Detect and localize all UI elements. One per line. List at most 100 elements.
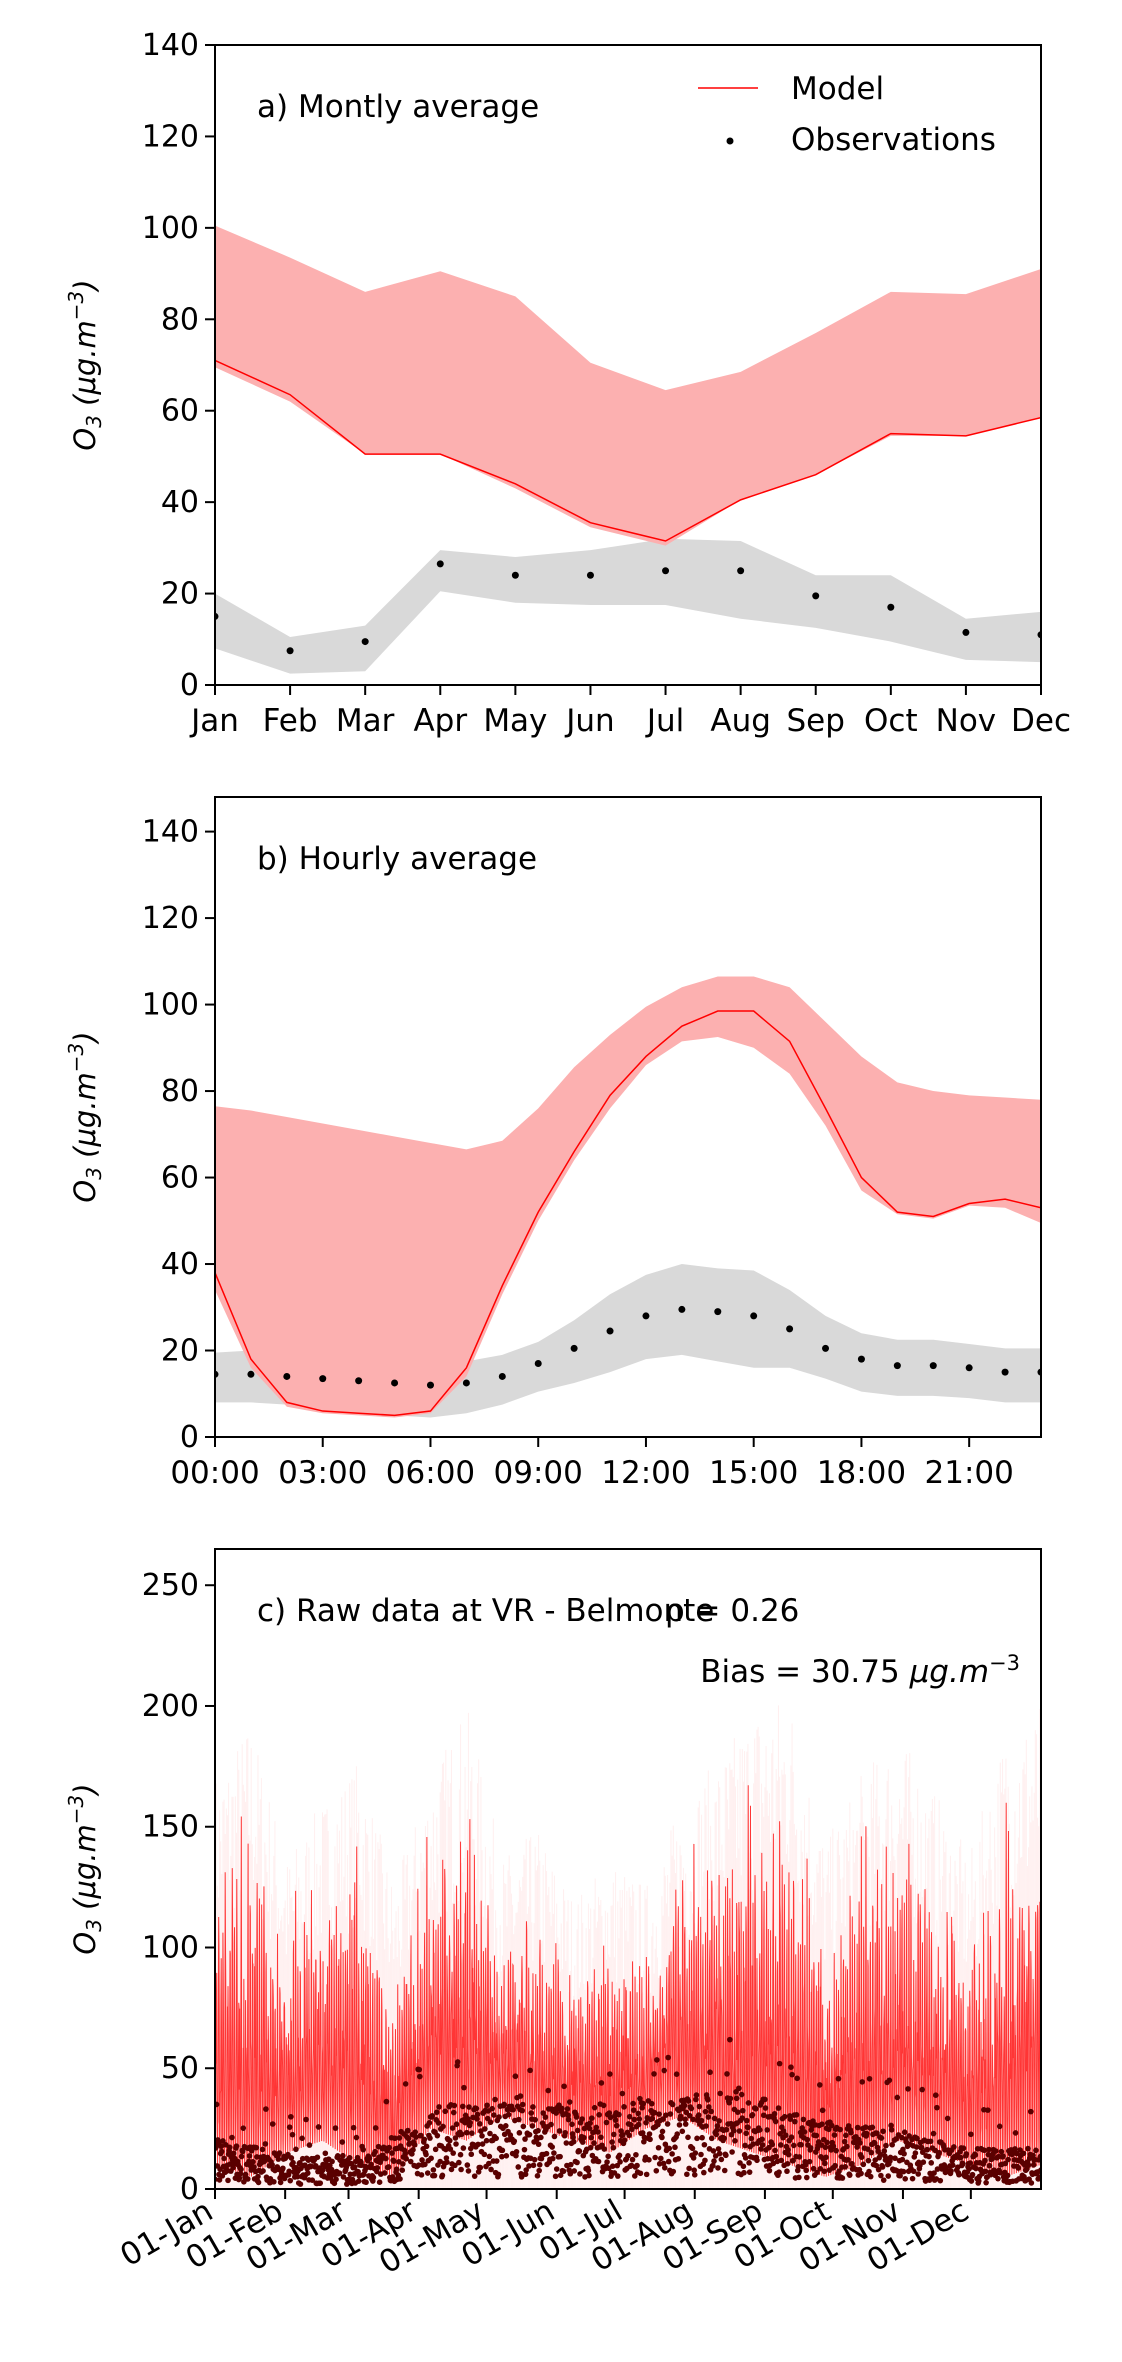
observation-point (548, 2121, 554, 2128)
observation-point (290, 2159, 296, 2166)
observation-point (710, 2148, 717, 2154)
observation-point (288, 2113, 294, 2120)
observation-point (655, 2144, 662, 2151)
observation-point (743, 2130, 750, 2137)
observation-point (795, 2163, 802, 2170)
observation-point (691, 2172, 698, 2178)
observation-point (931, 2170, 937, 2176)
observation-point (383, 2155, 389, 2162)
observation-point (581, 2134, 587, 2141)
observation-point (831, 2132, 838, 2138)
observation-point (426, 1381, 434, 1389)
observation-point (746, 2160, 752, 2166)
observation-point (822, 1344, 830, 1352)
observation-point (863, 2130, 870, 2137)
observation-point (981, 2147, 988, 2154)
observation-point (1012, 2130, 1019, 2136)
observation-point (412, 2129, 419, 2135)
x-tick-label: Oct (864, 703, 918, 739)
observation-point (491, 2112, 497, 2118)
observation-point (556, 2128, 563, 2134)
observation-point (836, 2168, 842, 2175)
observation-point (790, 2142, 797, 2149)
observation-point (695, 2112, 702, 2118)
observation-point (403, 2155, 410, 2162)
observation-point (245, 2176, 251, 2182)
observation-point (306, 2142, 313, 2148)
observation-point (604, 2159, 610, 2165)
observation-point (676, 2122, 683, 2128)
observation-point (929, 1362, 937, 1370)
observation-point (513, 2148, 520, 2155)
observation-point (366, 2155, 373, 2161)
observation-point (670, 2168, 677, 2175)
observation-point (772, 2147, 778, 2154)
observation-point (691, 2167, 697, 2173)
observation-point (715, 2146, 722, 2152)
observation-point (333, 2176, 339, 2183)
observation-point (778, 2157, 785, 2164)
observation-point (469, 2130, 475, 2136)
observation-point (570, 1344, 578, 1352)
observation-point (447, 2146, 454, 2152)
observation-point (753, 2105, 759, 2112)
observation-point (773, 2153, 780, 2160)
observation-point (886, 2077, 893, 2084)
observation-point (839, 2175, 846, 2181)
observation-point (996, 2123, 1003, 2130)
observation-point (760, 2112, 767, 2119)
observation-point (585, 2167, 592, 2174)
observation-point (888, 2126, 895, 2133)
observation-point (796, 2154, 803, 2160)
observation-point (488, 2166, 494, 2173)
observation-point (495, 2171, 502, 2178)
observation-point (963, 2151, 970, 2157)
observation-point (635, 2110, 641, 2117)
legend-observations-swatch (726, 137, 734, 145)
observation-point (586, 571, 594, 579)
x-tick-label: 21:00 (925, 1455, 1014, 1491)
observation-point (897, 2172, 903, 2179)
observation-point (440, 2123, 446, 2130)
observation-point (633, 2151, 639, 2158)
observation-point (948, 2168, 954, 2174)
observation-point (216, 2177, 223, 2183)
observation-point (749, 2112, 756, 2118)
observation-point (309, 2177, 316, 2184)
observation-point (222, 2141, 229, 2148)
observation-point (567, 2170, 574, 2177)
y-tick-label: 100 (142, 211, 199, 246)
observation-point (960, 2145, 967, 2152)
observation-point (732, 2137, 738, 2144)
observation-point (372, 2125, 379, 2131)
y-tick-label: 250 (142, 1568, 199, 1603)
observation-point (721, 2135, 727, 2142)
observation-point (787, 2116, 794, 2122)
observation-point (658, 2155, 664, 2162)
observation-point (920, 2159, 927, 2165)
observation-point (666, 2145, 673, 2152)
observation-point (865, 2157, 872, 2164)
y-tick-label: 60 (161, 394, 199, 429)
observation-point (353, 2134, 360, 2141)
observation-point (684, 2171, 690, 2178)
observation-point (915, 2171, 922, 2177)
observation-point (446, 2137, 453, 2144)
x-tick-label: 15:00 (709, 1455, 798, 1491)
observation-point (448, 2166, 455, 2173)
observation-point (595, 2158, 602, 2165)
observation-point (887, 603, 895, 611)
observation-point (705, 2114, 712, 2120)
observation-point (451, 2102, 458, 2109)
observation-point (822, 2160, 828, 2167)
observation-point (339, 2139, 346, 2145)
observation-point (346, 2154, 353, 2161)
observation-point (361, 638, 369, 646)
observation-point (551, 2133, 558, 2140)
observation-point (286, 2124, 293, 2130)
observation-point (255, 2173, 261, 2180)
observation-point (230, 2150, 237, 2157)
observation-point (523, 2167, 529, 2173)
observation-point (534, 1359, 542, 1367)
observation-point (629, 2126, 635, 2133)
